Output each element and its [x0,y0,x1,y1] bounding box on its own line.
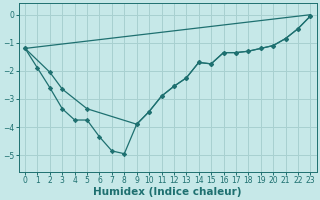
X-axis label: Humidex (Indice chaleur): Humidex (Indice chaleur) [93,187,242,197]
